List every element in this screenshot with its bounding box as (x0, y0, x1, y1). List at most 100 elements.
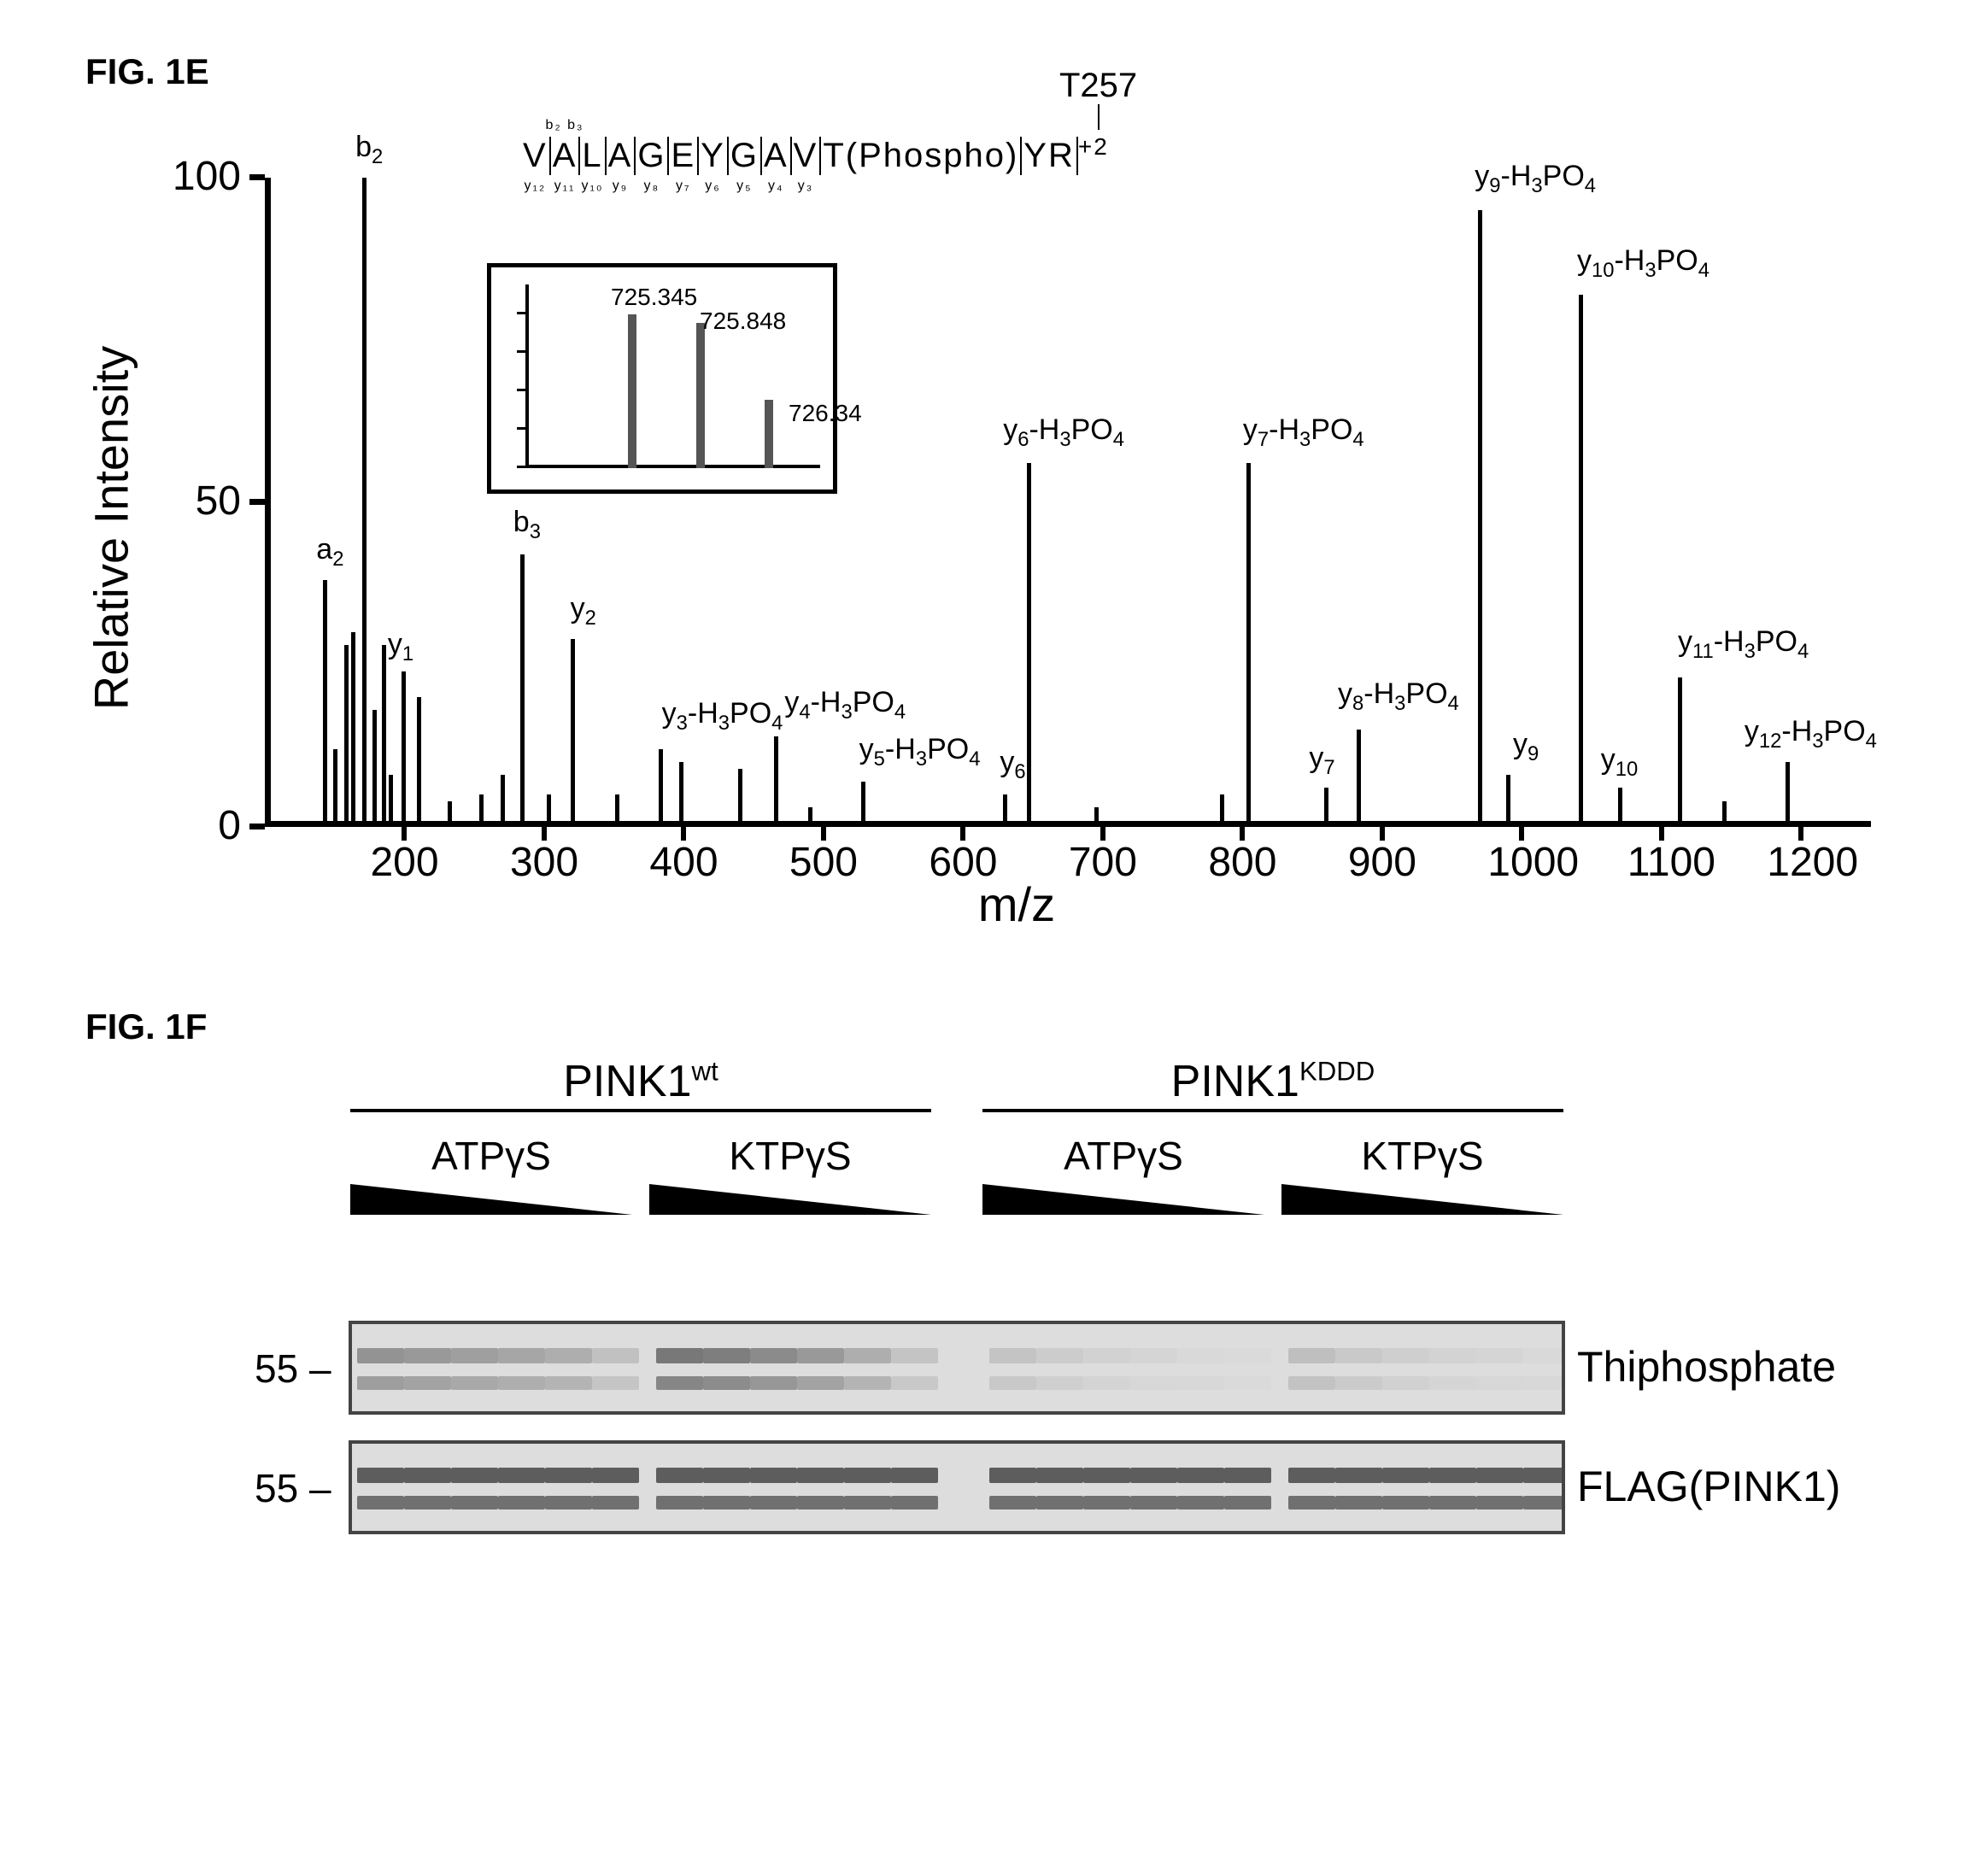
x-tick-label: 1200 (1767, 839, 1858, 886)
peak-bar (659, 749, 663, 827)
seq-residue: Ey₇ (669, 137, 699, 175)
pink1-group-label: PINK1KDDD (982, 1056, 1563, 1107)
inset-mz-label: 725.848 (700, 308, 786, 335)
inset-bar (765, 400, 773, 468)
peak-bar (323, 580, 327, 827)
fig-1f-label: FIG. 1F (85, 1006, 1937, 1047)
peak-bar (351, 632, 355, 827)
phospho-site-label: T257 (1059, 67, 1137, 105)
peak-label: y7-H3PO4 (1243, 413, 1364, 452)
y-tick-label: 50 (155, 478, 241, 525)
seq-residue: Ay₉ (607, 137, 636, 175)
peak-bar (615, 794, 619, 827)
titration-wedge (1281, 1184, 1563, 1218)
peak-bar (1027, 463, 1031, 827)
peak-bar (344, 645, 349, 827)
peak-bar (1478, 210, 1482, 827)
peak-bar (501, 775, 505, 827)
seq-residue: Vy₁₂ (521, 137, 551, 175)
peak-bar (1246, 463, 1251, 827)
peak-bar (1357, 730, 1361, 827)
peak-bar (520, 554, 525, 827)
seq-residue: T(Phospho) (821, 137, 1022, 175)
seq-residue: Vy₃ (792, 137, 822, 175)
peak-label: y11-H3PO4 (1678, 625, 1809, 664)
peak-label: a2 (316, 533, 343, 572)
x-tick-label: 900 (1348, 839, 1416, 886)
peak-bar (1003, 794, 1007, 827)
peak-bar (1506, 775, 1510, 827)
peak-label: y8-H3PO4 (1338, 677, 1459, 716)
y-tick-label: 0 (155, 802, 241, 849)
seq-residue: Ay₄ (762, 137, 792, 175)
precursor-inset: 725.345725.848726.34 (487, 263, 837, 494)
group-underline (982, 1109, 1563, 1112)
peak-bar (362, 178, 367, 827)
blot-antibody-label: FLAG(PINK1) (1577, 1462, 1840, 1511)
seq-residue: Gy₈ (636, 137, 669, 175)
peak-bar (547, 794, 551, 827)
fig-1e-label: FIG. 1E (85, 51, 1937, 92)
western-blot (349, 1321, 1565, 1415)
peak-label: y10 (1601, 743, 1638, 782)
peak-bar (372, 710, 377, 827)
panel-e: FIG. 1E Relative Intensity 0501002003004… (51, 51, 1937, 955)
inset-mz-label: 725.345 (611, 284, 697, 311)
x-tick-label: 700 (1069, 839, 1137, 886)
titration-wedge (649, 1184, 931, 1218)
peak-bar (1579, 295, 1583, 827)
peak-bar (479, 794, 484, 827)
peak-label: y1 (388, 628, 413, 666)
peak-bar (1220, 794, 1224, 827)
peak-bar (382, 645, 386, 827)
peak-label: y6 (1000, 746, 1025, 784)
peak-bar (1722, 801, 1727, 827)
pink1-group-label: PINK1wt (350, 1056, 931, 1107)
peak-label: y7 (1309, 742, 1334, 780)
titration-wedge (350, 1184, 632, 1218)
group-underline (350, 1109, 931, 1112)
nucleotide-label: ATPγS (350, 1133, 632, 1179)
seq-residue: Yy₆ (699, 137, 729, 175)
nucleotide-label: KTPγS (649, 1133, 931, 1179)
seq-residue: Ly₁₀ (580, 137, 606, 175)
blot-antibody-label: Thiphosphate (1577, 1342, 1836, 1392)
mw-marker: 55 – (255, 1465, 331, 1511)
peak-bar (333, 749, 337, 827)
peak-bar (448, 801, 452, 827)
peak-bar (774, 736, 778, 827)
phospho-site-line (1098, 104, 1100, 130)
peak-bar (738, 769, 742, 827)
nucleotide-label: KTPγS (1281, 1133, 1563, 1179)
x-tick-label: 400 (649, 839, 718, 886)
western-blot (349, 1440, 1565, 1534)
y-tick-label: 100 (155, 153, 241, 200)
seq-residue: Ab₂ b₃y₁₁ (551, 137, 581, 175)
x-tick-label: 1100 (1627, 839, 1715, 886)
peak-bar (1094, 807, 1099, 827)
peak-bar (417, 697, 421, 827)
peak-label: y2 (571, 592, 596, 630)
inset-bar (628, 314, 636, 468)
x-tick-label: 500 (789, 839, 858, 886)
peak-label: y4-H3PO4 (784, 686, 906, 724)
titration-wedge (982, 1184, 1264, 1218)
panel-f: FIG. 1F PINK1wtPINK1KDDDATPγSKTPγSATPγSK… (51, 1006, 1937, 1586)
peak-bar (679, 762, 683, 827)
peak-bar (808, 807, 812, 827)
peak-bar (861, 782, 865, 827)
peak-bar (1786, 762, 1790, 827)
peak-label: y9 (1513, 728, 1539, 766)
peak-bar (402, 671, 406, 827)
x-tick-label: 800 (1208, 839, 1276, 886)
peak-label: b3 (513, 506, 541, 544)
seq-residue: Gy₅ (729, 137, 762, 175)
peak-bar (1678, 677, 1682, 827)
inset-bar (696, 323, 705, 468)
peptide-sequence: Vy₁₂Ab₂ b₃y₁₁Ly₁₀Ay₉Gy₈Ey₇Yy₆Gy₅Ay₄Vy₃T(… (521, 133, 1109, 175)
peak-label: b2 (355, 131, 383, 169)
panel-f-blots: PINK1wtPINK1KDDDATPγSKTPγSATPγSKTPγS55 –… (273, 1056, 1897, 1586)
x-axis-title: m/z (978, 876, 1055, 932)
peak-bar (1618, 788, 1622, 827)
x-tick-label: 200 (370, 839, 438, 886)
